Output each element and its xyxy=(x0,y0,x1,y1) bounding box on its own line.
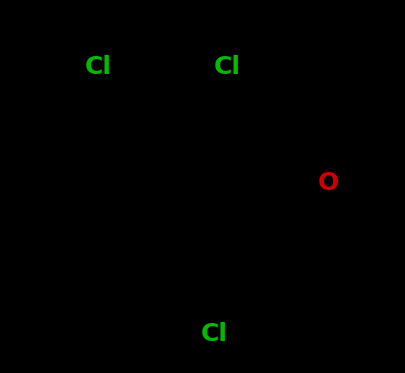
Text: Cl: Cl xyxy=(213,55,240,79)
Text: Cl: Cl xyxy=(200,322,227,346)
Text: Cl: Cl xyxy=(85,55,112,79)
Text: O: O xyxy=(317,171,338,195)
